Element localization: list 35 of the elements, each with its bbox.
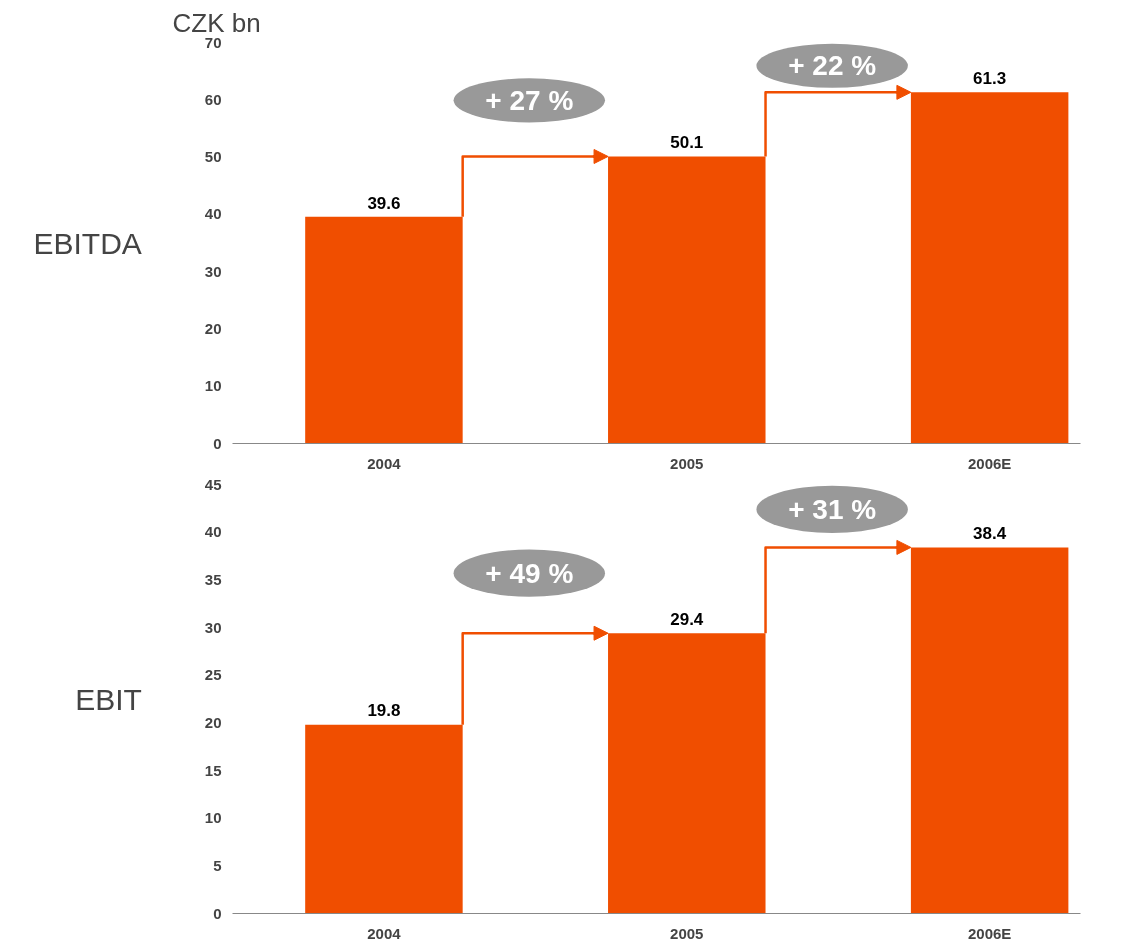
y-tick-label: 25	[204, 666, 222, 684]
y-tick-label: 60	[204, 90, 222, 108]
annotation: + 49 %	[485, 557, 574, 589]
x-tick-label: 2004	[367, 454, 402, 472]
data-label: 29.4	[670, 609, 704, 629]
y-tick-label: 35	[204, 570, 222, 588]
y-tick-label: 45	[204, 475, 222, 493]
y-tick-label: 20	[204, 713, 222, 731]
data-label: 19.8	[367, 701, 401, 721]
y-tick-label: 0	[213, 434, 222, 452]
x-tick-label: 2006E	[967, 924, 1012, 942]
x-tick-label: 2006E	[967, 454, 1012, 472]
y-tick-label: 20	[204, 319, 222, 337]
x-tick-label: 2005	[670, 924, 704, 942]
y-tick-label: 30	[204, 618, 222, 636]
y-axis-title: EBITDA	[33, 226, 142, 260]
y-tick-label: 5	[213, 856, 222, 874]
data-label: 38.4	[973, 523, 1007, 543]
annotation: + 22 %	[788, 50, 877, 82]
annotation: + 27 %	[485, 84, 574, 116]
annotation: + 31 %	[788, 493, 877, 525]
y-tick-label: 10	[204, 809, 222, 827]
y-tick-label: 40	[204, 205, 222, 223]
data-label: 39.6	[367, 193, 401, 213]
y-axis-title: EBIT	[75, 682, 142, 716]
y-tick-label: 40	[204, 523, 222, 541]
data-label: 61.3	[973, 69, 1007, 89]
y-tick-label: 0	[213, 904, 222, 922]
y-tick-label: 30	[204, 262, 222, 280]
y-tick-label: 10	[204, 377, 222, 395]
x-tick-label: 2004	[367, 924, 402, 942]
y-tick-label: 50	[204, 148, 222, 166]
data-label: 50.1	[670, 133, 704, 153]
x-tick-label: 2005	[670, 454, 704, 472]
y-tick-label: 15	[204, 761, 222, 779]
